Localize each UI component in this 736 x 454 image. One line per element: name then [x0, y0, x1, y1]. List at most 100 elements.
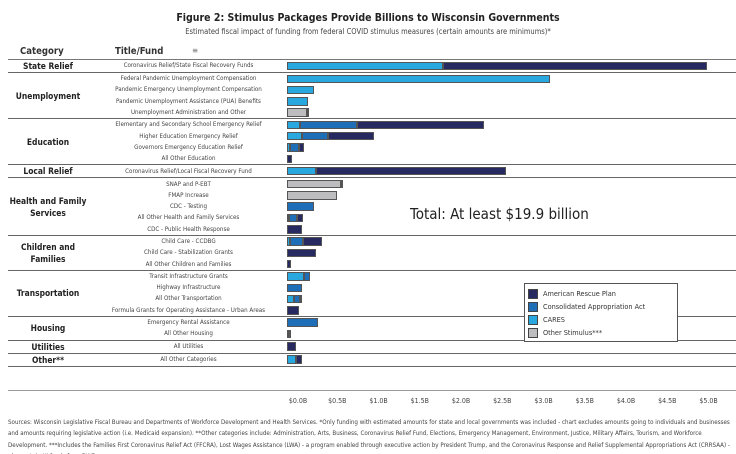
legend: American Rescue Plan Consolidated Appropr… — [524, 283, 678, 342]
bar-cares[interactable] — [287, 85, 315, 95]
bar-consolidated-appropriation-act[interactable] — [293, 294, 301, 304]
legend-swatch — [528, 288, 538, 299]
fund-label: Federal Pandemic Unemployment Compensati… — [120, 75, 257, 83]
bar-consolidated-appropriation-act[interactable] — [287, 283, 302, 293]
bar-american-rescue-plan[interactable] — [298, 143, 305, 152]
category-group: Children and Families Child Care - CCDBG C… — [8, 236, 736, 271]
table-row: Pandemic Unemployment Assistance (PUA) B… — [88, 96, 736, 107]
bar-consolidated-appropriation-act[interactable] — [287, 318, 319, 327]
bar-cares[interactable] — [287, 355, 297, 364]
legend-label: Other Stimulus*** — [543, 328, 603, 337]
bar-consolidated-appropriation-act[interactable] — [287, 202, 315, 211]
bar-consolidated-appropriation-act[interactable] — [290, 143, 299, 152]
bar-american-rescue-plan[interactable] — [287, 225, 302, 234]
table-row: All Other Housing — [88, 328, 736, 339]
bar-american-rescue-plan[interactable] — [296, 213, 304, 223]
fund-label: FMAP Increase — [168, 191, 209, 199]
bar-cares[interactable] — [287, 74, 551, 83]
bar-cares[interactable] — [287, 213, 289, 223]
bar-american-rescue-plan[interactable] — [287, 342, 297, 351]
x-tick-label: $4.5B — [658, 397, 677, 405]
fund-label: Formula Grants for Operating Assistance … — [111, 306, 266, 314]
bar-cares[interactable] — [287, 143, 291, 152]
fund-label: All Other Transportation — [155, 295, 222, 303]
table-row: CDC - Public Health Response — [88, 224, 736, 235]
table-row: Child Care - CCDBG — [88, 236, 736, 247]
category-group: Health and Family Services SNAP and P-EBT… — [8, 178, 736, 236]
legend-item[interactable]: American Rescue Plan — [528, 287, 674, 300]
bar-american-rescue-plan[interactable] — [315, 166, 507, 176]
table-row: All Other Categories — [88, 354, 736, 365]
table-row: CDC - Testing — [88, 201, 736, 212]
bar-other-stimulus[interactable] — [287, 179, 341, 189]
fund-label: Coronavirus Relief/Local Fiscal Recovery… — [125, 167, 252, 175]
bar-other-stimulus[interactable] — [287, 191, 337, 200]
legend-swatch — [528, 301, 538, 312]
fund-label: Unemployment Administration and Other — [130, 109, 247, 117]
bar-cares[interactable] — [287, 97, 309, 106]
fund-label: All Other Housing — [164, 330, 213, 338]
fund-label: CDC - Testing — [169, 203, 208, 211]
bar-cares[interactable] — [287, 166, 316, 176]
legend-label: CARES — [543, 315, 565, 324]
table-row: Coronavirus Relief/State Fiscal Recovery… — [88, 60, 736, 71]
table-row: SNAP and P-EBT — [88, 178, 736, 189]
fund-label: All Other Education — [161, 155, 216, 163]
bar-american-rescue-plan[interactable] — [287, 154, 292, 164]
category-label: Unemployment — [15, 90, 81, 101]
fund-label: Elementary and Secondary School Emergenc… — [115, 121, 262, 129]
bar-american-rescue-plan[interactable] — [296, 355, 302, 364]
total-annotation: Total: At least $19.9 billion — [410, 205, 589, 223]
fund-label: Pandemic Emergency Unemployment Compensa… — [115, 86, 262, 94]
bar-american-rescue-plan[interactable] — [287, 248, 316, 258]
bar-american-rescue-plan[interactable] — [288, 329, 292, 339]
category-group: Transportation Transit Infrastructure Gra… — [8, 271, 736, 317]
table-row: FMAP Increase — [88, 190, 736, 201]
category-group: State Relief Coronavirus Relief/State Fis… — [8, 60, 736, 73]
bar-american-rescue-plan[interactable] — [306, 108, 309, 117]
bar-cares[interactable] — [287, 329, 289, 339]
bar-american-rescue-plan[interactable] — [287, 306, 299, 315]
table-row: Coronavirus Relief/Local Fiscal Recovery… — [88, 165, 736, 176]
fund-label: Pandemic Unemployment Assistance (PUA) B… — [116, 97, 261, 105]
bar-american-rescue-plan[interactable] — [357, 120, 485, 130]
bar-cares[interactable] — [287, 120, 301, 130]
bar-american-rescue-plan[interactable] — [300, 294, 303, 304]
bar-consolidated-appropriation-act[interactable] — [301, 131, 329, 141]
fund-label: Transit Infrastructure Grants — [149, 272, 228, 280]
legend-item[interactable]: Consolidated Appropriation Act — [528, 300, 674, 313]
category-group: Local Relief Coronavirus Relief/Local Fis… — [8, 165, 736, 179]
bar-other-stimulus[interactable] — [287, 108, 307, 117]
table-row: Highway Infrastructure — [88, 282, 736, 293]
x-tick-label: $1.5B — [410, 397, 429, 405]
fund-label: Child Care - Stabilization Grants — [144, 249, 233, 257]
category-label: Utilities — [31, 341, 65, 352]
x-tick-label: $2.0B — [451, 397, 471, 405]
bar-cares[interactable] — [287, 61, 443, 70]
bar-american-rescue-plan[interactable] — [442, 61, 707, 70]
bar-american-rescue-plan[interactable] — [287, 259, 292, 269]
bar-consolidated-appropriation-act[interactable] — [303, 272, 311, 281]
legend-swatch — [528, 314, 538, 325]
bar-cares[interactable] — [287, 294, 294, 304]
category-label: Other** — [31, 354, 65, 365]
bar-cares[interactable] — [287, 272, 304, 281]
table-row: Governors Emergency Education Relief — [88, 142, 736, 153]
bar-consolidated-appropriation-act[interactable] — [300, 120, 358, 130]
category-group: Utilities All Utilities — [8, 341, 736, 354]
bar-cares[interactable] — [287, 131, 302, 141]
bar-consolidated-appropriation-act[interactable] — [288, 213, 297, 223]
sort-icon[interactable]: ≡ — [192, 46, 199, 55]
bar-american-rescue-plan[interactable] — [302, 237, 322, 246]
x-tick-label: $4.0B — [616, 397, 636, 405]
legend-item[interactable]: CARES — [528, 313, 674, 326]
bar-american-rescue-plan[interactable] — [340, 179, 343, 189]
bar-american-rescue-plan[interactable] — [328, 131, 375, 141]
bar-cares[interactable] — [287, 237, 291, 246]
category-label: Housing — [30, 323, 66, 334]
table-row: All Other Transportation — [88, 293, 736, 304]
bar-consolidated-appropriation-act[interactable] — [290, 237, 303, 246]
legend-item[interactable]: Other Stimulus*** — [528, 326, 674, 339]
fund-label: Governors Emergency Education Relief — [134, 143, 243, 151]
